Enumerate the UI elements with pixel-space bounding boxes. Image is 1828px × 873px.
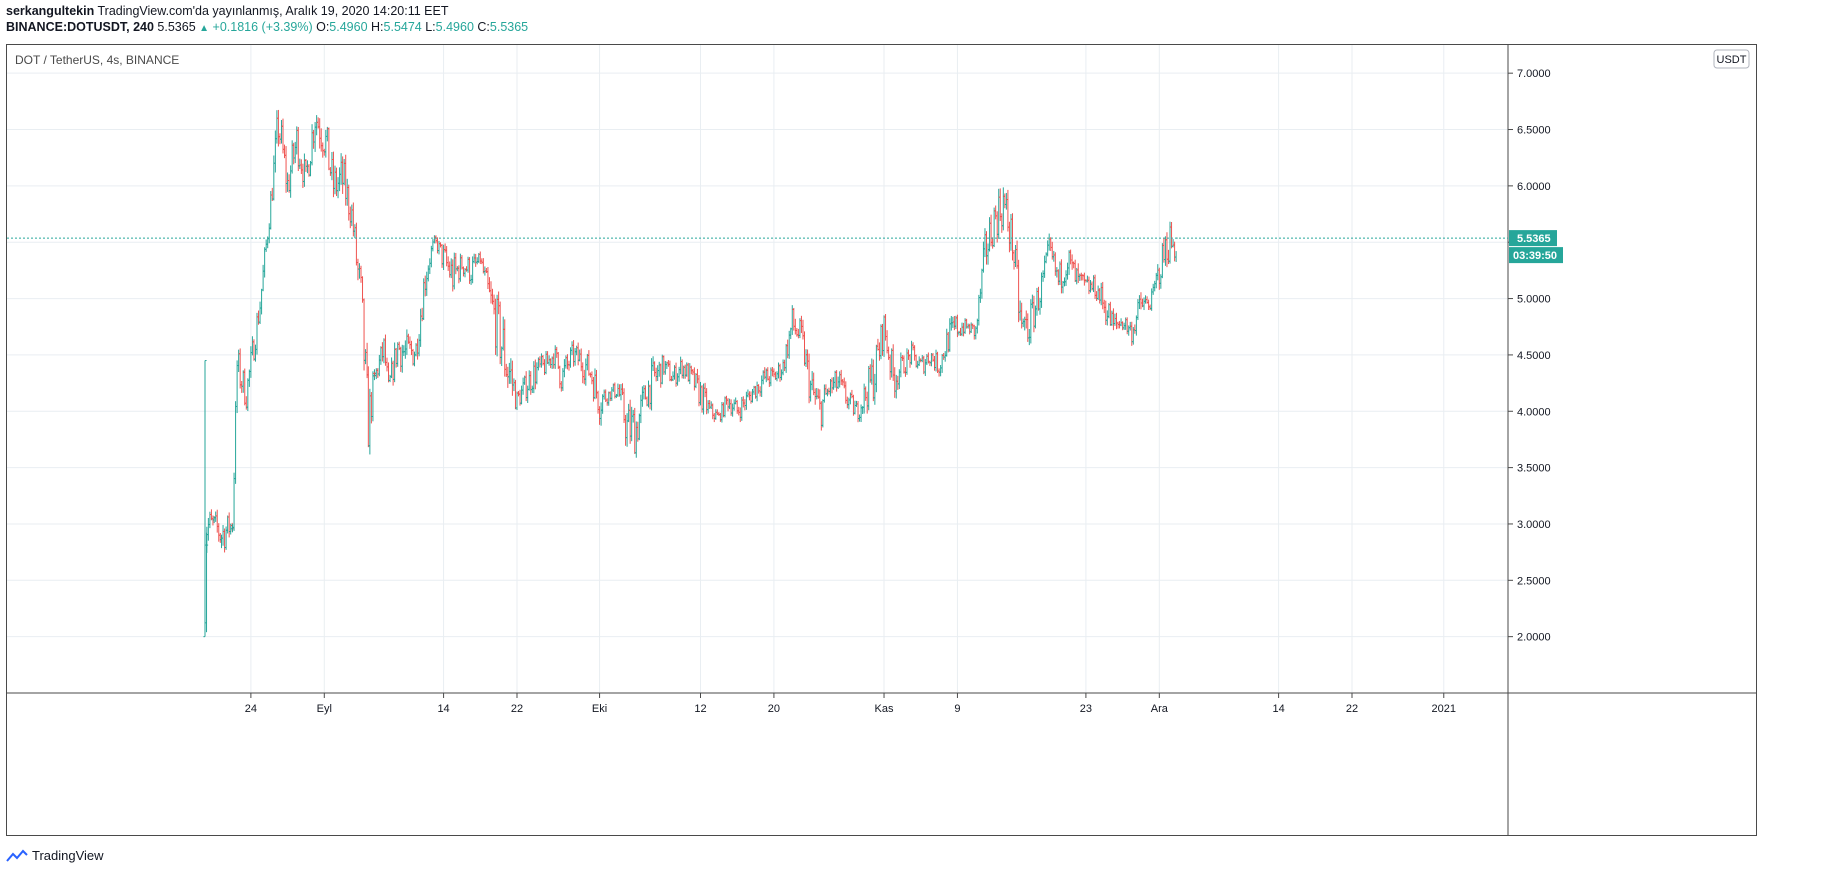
y-tick-label: 4.0000 [1517, 406, 1551, 418]
price-chart[interactable]: 2.0000 2.5000 3.0000 3.5000 4.0000 4.5000 5.00… [7, 45, 1756, 835]
x-tick-label: 20 [768, 703, 780, 715]
price-change: +0.1816 (+3.39%) [212, 20, 313, 34]
close-label: C: [477, 20, 490, 34]
y-tick-label: 6.0000 [1517, 181, 1551, 193]
x-tick-label: 24 [245, 703, 257, 715]
y-tick-label: 2.5000 [1517, 575, 1551, 587]
x-tick-label: Eki [592, 703, 607, 715]
y-tick-label: 7.0000 [1517, 68, 1551, 80]
tradingview-logo-icon [6, 849, 28, 862]
legend-title: DOT / TetherUS, 4s, BINANCE [15, 53, 179, 67]
close-value: 5.5365 [489, 20, 529, 34]
chart-header: serkangultekin TradingView.com'da yayınl… [6, 3, 528, 37]
open-label: O: [316, 20, 330, 34]
x-tick-label: 22 [511, 703, 523, 715]
x-tick-label: 14 [1272, 703, 1284, 715]
y-tick-label: 2.0000 [1517, 632, 1551, 644]
price-tag: 5.5365 03:39:50 [1509, 230, 1563, 264]
y-tick-label: 3.5000 [1517, 463, 1551, 475]
published-text: TradingView.com'da yayınlanmış, Aralık 1… [97, 4, 449, 18]
grid-lines [7, 45, 1508, 693]
low-label: L: [425, 20, 436, 34]
price-tag-value: 5.5365 [1517, 233, 1551, 245]
x-tick-label: 14 [437, 703, 449, 715]
price-tag-countdown: 03:39:50 [1513, 250, 1557, 262]
x-tick-label: Eyl [317, 703, 332, 715]
currency-badge-label: USDT [1717, 54, 1747, 66]
time-axis: 24 Eyl 14 22 Eki 12 20 Kas 9 23 Ara 14 22 2021 [245, 693, 1456, 715]
x-tick-label: Kas [875, 703, 894, 715]
open-value: 5.4960 [329, 20, 368, 34]
price-axis: 2.0000 2.5000 3.0000 3.5000 4.0000 4.5000 5.00… [1508, 68, 1551, 644]
chart-frame: 2.0000 2.5000 3.0000 3.5000 4.0000 4.5000 5.00… [6, 44, 1757, 836]
footer-brand-label: TradingView [32, 848, 104, 863]
low-value: 5.4960 [435, 20, 474, 34]
author-name[interactable]: serkangultekin [6, 4, 95, 18]
last-price: 5.5365 [157, 20, 196, 34]
high-value: 5.5474 [383, 20, 422, 34]
high-label: H: [371, 20, 384, 34]
x-tick-label: 22 [1346, 703, 1358, 715]
y-tick-label: 6.5000 [1517, 125, 1551, 137]
x-tick-label: 9 [954, 703, 960, 715]
x-tick-label: 12 [694, 703, 706, 715]
x-tick-label: 23 [1080, 703, 1092, 715]
currency-badge[interactable]: USDT [1713, 49, 1750, 69]
symbol-label: BINANCE:DOTUSDT, 240 [6, 20, 154, 34]
up-arrow-icon: ▲ [199, 23, 210, 34]
footer-brand[interactable]: TradingView [6, 848, 104, 863]
ohlc-bars [203, 109, 1178, 638]
y-tick-label: 4.5000 [1517, 350, 1551, 362]
y-tick-label: 3.0000 [1517, 519, 1551, 531]
y-tick-label: 5.0000 [1517, 294, 1551, 306]
x-tick-label: Ara [1151, 703, 1169, 715]
x-tick-label: 2021 [1432, 703, 1456, 715]
